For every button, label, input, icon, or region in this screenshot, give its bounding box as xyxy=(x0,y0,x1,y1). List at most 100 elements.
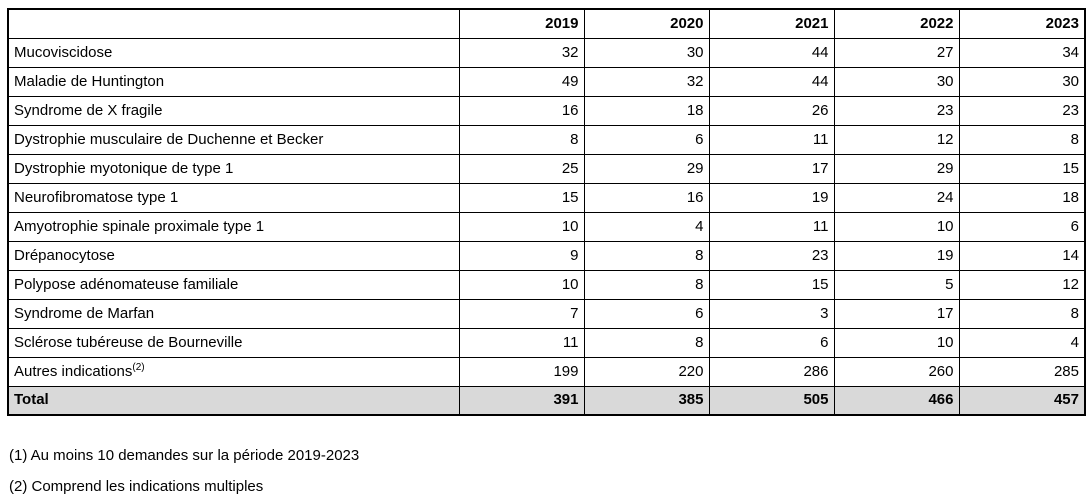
total-value-2020: 385 xyxy=(583,385,710,416)
row-label-text: Drépanocytose xyxy=(14,246,115,264)
value-cell: 4 xyxy=(583,211,710,242)
value-cell: 9 xyxy=(458,240,585,271)
value-cell: 11 xyxy=(708,211,835,242)
indications-table-container: 2019 2020 2021 2022 2023 Mucoviscidose 32… xyxy=(7,8,1086,416)
row-label-text: Neurofibromatose type 1 xyxy=(14,188,179,206)
value-cell: 11 xyxy=(708,124,835,155)
value-cell: 3 xyxy=(708,298,835,329)
row-label: Mucoviscidose xyxy=(7,37,460,68)
value-cell: 23 xyxy=(708,240,835,271)
value-cell: 30 xyxy=(583,37,710,68)
table-row: Polypose adénomateuse familiale 10 8 15 5 12 xyxy=(7,269,1086,300)
value-cell: 260 xyxy=(833,356,960,387)
value-cell: 19 xyxy=(833,240,960,271)
value-cell: 10 xyxy=(833,211,960,242)
table-row: Maladie de Huntington 49 32 44 30 30 xyxy=(7,66,1086,97)
year-header-2023: 2023 xyxy=(958,8,1086,39)
total-label: Total xyxy=(7,385,460,416)
value-cell: 34 xyxy=(958,37,1086,68)
value-cell: 285 xyxy=(958,356,1086,387)
row-label-text: Syndrome de Marfan xyxy=(14,304,155,322)
value-cell: 8 xyxy=(583,240,710,271)
value-cell: 27 xyxy=(833,37,960,68)
year-header-2019: 2019 xyxy=(458,8,585,39)
value-cell: 17 xyxy=(833,298,960,329)
row-label: Autres indications(2) xyxy=(7,356,460,387)
value-cell: 29 xyxy=(833,153,960,184)
year-header-2022: 2022 xyxy=(833,8,960,39)
row-label: Drépanocytose xyxy=(7,240,460,271)
value-cell: 5 xyxy=(833,269,960,300)
table-row: Drépanocytose 9 8 23 19 14 xyxy=(7,240,1086,271)
value-cell: 8 xyxy=(583,269,710,300)
row-label-text: Autres indications xyxy=(14,362,133,380)
value-cell: 8 xyxy=(458,124,585,155)
table-row: Autres indications(2) 199 220 286 260 285 xyxy=(7,356,1086,387)
value-cell: 6 xyxy=(583,298,710,329)
total-value-2023: 457 xyxy=(958,385,1086,416)
row-label: Polypose adénomateuse familiale xyxy=(7,269,460,300)
value-cell: 30 xyxy=(958,66,1086,97)
row-label: Syndrome de Marfan xyxy=(7,298,460,329)
table-row: Dystrophie myotonique de type 1 25 29 17 29 1… xyxy=(7,153,1086,184)
value-cell: 49 xyxy=(458,66,585,97)
value-cell: 16 xyxy=(583,182,710,213)
value-cell: 286 xyxy=(708,356,835,387)
value-cell: 19 xyxy=(708,182,835,213)
row-label: Dystrophie myotonique de type 1 xyxy=(7,153,460,184)
total-value-2021: 505 xyxy=(708,385,835,416)
value-cell: 14 xyxy=(958,240,1086,271)
footnote-1: (1) Au moins 10 demandes sur la période … xyxy=(9,447,360,464)
row-label-text: Syndrome de X fragile xyxy=(14,101,163,119)
value-cell: 25 xyxy=(458,153,585,184)
value-cell: 16 xyxy=(458,95,585,126)
table-row: Sclérose tubéreuse de Bourneville 11 8 6 10 4 xyxy=(7,327,1086,358)
value-cell: 18 xyxy=(958,182,1086,213)
value-cell: 6 xyxy=(708,327,835,358)
table-row: Syndrome de Marfan 7 6 3 17 8 xyxy=(7,298,1086,329)
footnotes: (1) Au moins 10 demandes sur la période … xyxy=(9,448,359,501)
value-cell: 30 xyxy=(833,66,960,97)
header-row: 2019 2020 2021 2022 2023 xyxy=(7,8,1086,39)
corner-header-cell xyxy=(7,8,460,39)
value-cell: 10 xyxy=(458,269,585,300)
total-value-2022: 466 xyxy=(833,385,960,416)
year-header-2020: 2020 xyxy=(583,8,710,39)
row-label-footnote-ref: (2) xyxy=(132,361,145,373)
value-cell: 18 xyxy=(583,95,710,126)
year-header-2021: 2021 xyxy=(708,8,835,39)
value-cell: 44 xyxy=(708,37,835,68)
value-cell: 23 xyxy=(958,95,1086,126)
table-row: Amyotrophie spinale proximale type 1 10 4 1… xyxy=(7,211,1086,242)
row-label: Syndrome de X fragile xyxy=(7,95,460,126)
row-label-text: Dystrophie musculaire de Duchenne et Bec… xyxy=(14,130,324,148)
value-cell: 26 xyxy=(708,95,835,126)
row-label: Amyotrophie spinale proximale type 1 xyxy=(7,211,460,242)
value-cell: 32 xyxy=(458,37,585,68)
table-row: Syndrome de X fragile 16 18 26 23 23 xyxy=(7,95,1086,126)
row-label: Neurofibromatose type 1 xyxy=(7,182,460,213)
value-cell: 220 xyxy=(583,356,710,387)
row-label: Dystrophie musculaire de Duchenne et Bec… xyxy=(7,124,460,155)
total-row: Total 391 385 505 466 457 xyxy=(7,385,1086,416)
value-cell: 8 xyxy=(583,327,710,358)
row-label-text: Sclérose tubéreuse de Bourneville xyxy=(14,333,243,351)
row-label-text: Polypose adénomateuse familiale xyxy=(14,275,239,293)
value-cell: 24 xyxy=(833,182,960,213)
row-label-text: Mucoviscidose xyxy=(14,43,113,61)
value-cell: 7 xyxy=(458,298,585,329)
value-cell: 10 xyxy=(458,211,585,242)
value-cell: 23 xyxy=(833,95,960,126)
table-row: Dystrophie musculaire de Duchenne et Bec… xyxy=(7,124,1086,155)
value-cell: 4 xyxy=(958,327,1086,358)
row-label: Sclérose tubéreuse de Bourneville xyxy=(7,327,460,358)
value-cell: 17 xyxy=(708,153,835,184)
row-label-text: Dystrophie myotonique de type 1 xyxy=(14,159,234,177)
value-cell: 199 xyxy=(458,356,585,387)
table-row: Neurofibromatose type 1 15 16 19 24 18 xyxy=(7,182,1086,213)
row-label: Maladie de Huntington xyxy=(7,66,460,97)
value-cell: 8 xyxy=(958,124,1086,155)
value-cell: 6 xyxy=(958,211,1086,242)
value-cell: 6 xyxy=(583,124,710,155)
value-cell: 15 xyxy=(958,153,1086,184)
